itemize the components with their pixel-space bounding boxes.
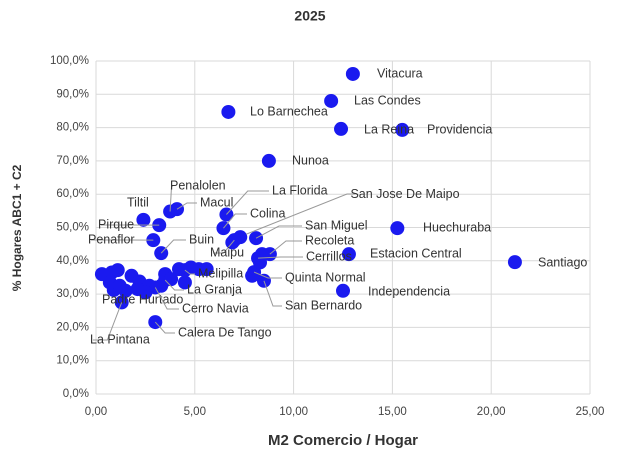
leader-line xyxy=(164,279,184,291)
y-tick-label: 40,0% xyxy=(56,255,89,267)
point-label: Cerrillos xyxy=(306,249,352,263)
point-label: La Pintana xyxy=(90,332,150,346)
x-tick-label: 5,00 xyxy=(184,406,206,418)
point xyxy=(245,268,260,283)
leader-line xyxy=(246,193,355,235)
y-tick-label: 50,0% xyxy=(56,222,89,234)
point-label: San Bernardo xyxy=(285,298,362,312)
x-tick-label: 25,00 xyxy=(576,406,605,418)
point xyxy=(345,66,360,81)
point-label: Nunoa xyxy=(292,153,329,167)
point xyxy=(390,221,405,236)
point xyxy=(341,247,356,262)
point-label: Vitacura xyxy=(377,66,423,80)
point-label: Colina xyxy=(250,206,285,220)
point-label: Buin xyxy=(189,232,214,246)
point-label: La Granja xyxy=(187,282,242,296)
point-label: San Jose De Maipo xyxy=(350,187,460,201)
point-label: Independencia xyxy=(368,284,450,298)
x-tick-label: 10,00 xyxy=(279,406,308,418)
point xyxy=(130,282,145,297)
point-label: San Miguel xyxy=(305,218,368,232)
point xyxy=(164,272,179,287)
point-label: Cerro Navia xyxy=(182,301,249,315)
point-label: Penaflor xyxy=(88,232,135,246)
chart-title: 2025 xyxy=(294,8,325,24)
leader-line xyxy=(176,202,197,210)
point xyxy=(336,283,350,298)
y-tick-label: 20,0% xyxy=(56,321,89,333)
point-label: La Reina xyxy=(364,122,414,136)
leader-line xyxy=(258,256,303,259)
point xyxy=(136,212,151,227)
leader-line xyxy=(213,239,235,254)
leader-line xyxy=(255,225,302,239)
point xyxy=(324,93,339,108)
point-label: Maipu xyxy=(210,245,244,259)
point-label: Huechuraba xyxy=(423,220,491,234)
point-label: Estacion Central xyxy=(370,246,462,260)
point-label: Santiago xyxy=(538,255,587,269)
point-label: Calera De Tango xyxy=(178,325,272,339)
point xyxy=(253,255,268,270)
point-label: Padre Hurtado xyxy=(102,292,183,306)
leader-line xyxy=(160,239,186,254)
point-label: Pirque xyxy=(98,217,134,231)
leader-line xyxy=(226,190,269,215)
point-label: Macul xyxy=(200,195,233,209)
point xyxy=(221,104,236,119)
point-label: Melipilla xyxy=(198,266,243,280)
point xyxy=(171,262,186,277)
x-tick-label: 20,00 xyxy=(477,406,506,418)
x-axis-label: M2 Comercio / Hogar xyxy=(268,432,418,449)
leader-line xyxy=(184,269,195,275)
point xyxy=(177,275,192,290)
leader-line xyxy=(263,280,282,307)
leader-line xyxy=(93,302,123,341)
point xyxy=(334,121,349,136)
y-tick-label: 60,0% xyxy=(56,188,89,200)
point xyxy=(154,278,169,293)
point-label: Recoleta xyxy=(305,233,354,247)
point-label: Las Condes xyxy=(354,93,421,107)
leader-line xyxy=(154,321,175,334)
leader-line xyxy=(154,287,179,310)
point xyxy=(395,122,410,137)
y-tick-label: 90,0% xyxy=(56,88,89,100)
point-label: Tiltil xyxy=(127,195,149,209)
point xyxy=(118,283,133,298)
y-tick-label: 100,0% xyxy=(50,55,89,67)
leader-line xyxy=(223,213,247,229)
point xyxy=(507,255,522,270)
leader-line xyxy=(253,271,282,279)
point xyxy=(261,153,276,168)
x-tick-label: 15,00 xyxy=(378,406,407,418)
y-tick-label: 30,0% xyxy=(56,288,89,300)
leader-line xyxy=(269,240,302,255)
x-tick-label: 0,00 xyxy=(85,406,107,418)
y-tick-label: 80,0% xyxy=(56,122,89,134)
point-label: Quinta Normal xyxy=(285,270,366,284)
point xyxy=(199,262,214,277)
point-label-box: San Jose De Maipo xyxy=(350,187,460,201)
y-axis-label: % Hogares ABC1 + C2 xyxy=(10,164,24,291)
point-label: Penalolen xyxy=(170,178,226,192)
leader-line xyxy=(169,185,173,212)
y-tick-label: 10,0% xyxy=(56,355,89,367)
y-tick-label: 70,0% xyxy=(56,155,89,167)
point-label: Lo Barnechea xyxy=(250,104,328,118)
y-tick-label: 0,0% xyxy=(63,388,89,400)
point-label: Providencia xyxy=(427,122,492,136)
point-label: La Florida xyxy=(272,183,328,197)
point xyxy=(110,263,125,278)
